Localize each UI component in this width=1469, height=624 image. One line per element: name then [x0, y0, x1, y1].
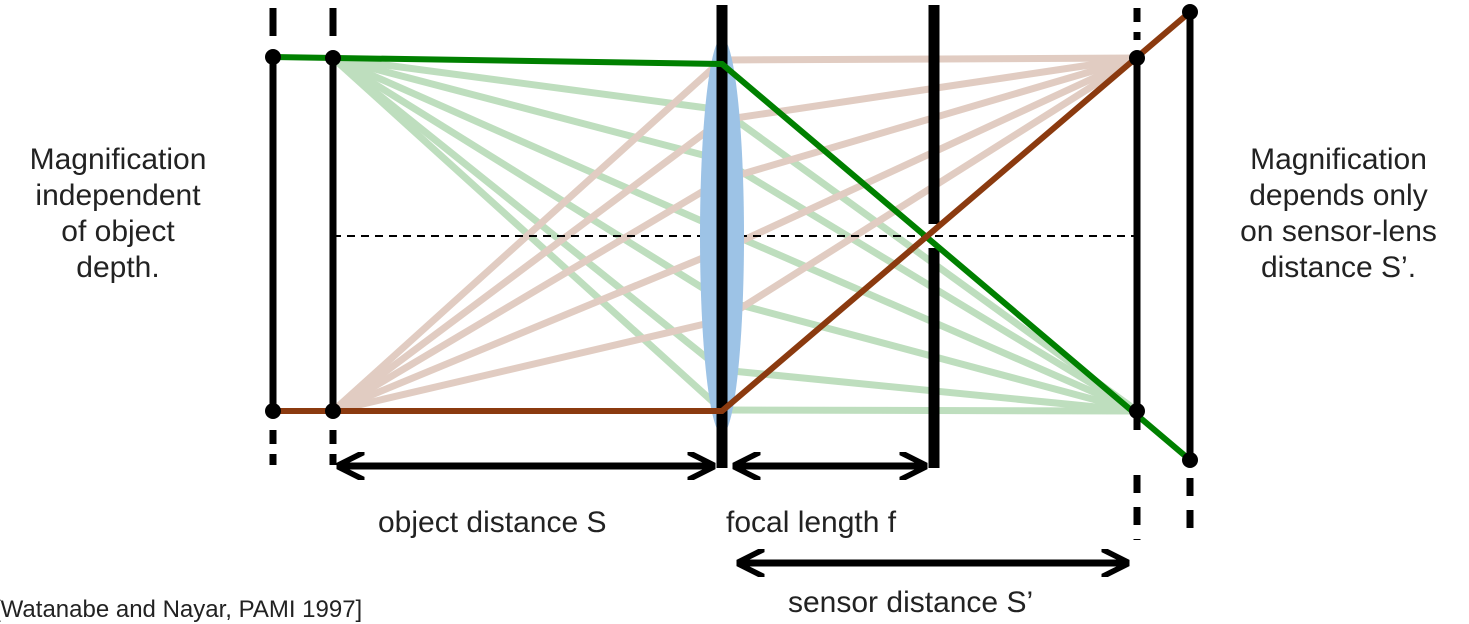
- sensor-plane-near: [1129, 8, 1145, 540]
- citation: [Watanabe and Nayar, PAMI 1997]: [0, 596, 363, 623]
- left-caption-line: of object: [61, 215, 175, 248]
- object-plane-near: [325, 8, 341, 465]
- left-caption: Magnification independent of object dept…: [0, 142, 236, 286]
- right-caption-line: on sensor-lens: [1240, 215, 1437, 248]
- right-caption-line: Magnification: [1250, 143, 1427, 176]
- right-caption: Magnification depends only on sensor-len…: [1208, 142, 1469, 286]
- right-caption-line: depends only: [1249, 179, 1428, 212]
- object-distance-label: object distance S: [378, 506, 607, 539]
- sensor-distance-label: sensor distance S’: [788, 586, 1034, 619]
- object-plane-far: [265, 8, 281, 465]
- focal-length-label: focal length f: [726, 506, 897, 539]
- sensor-plane-far: [1182, 4, 1198, 540]
- brown-chief-ray: [273, 9, 1192, 414]
- left-caption-line: Magnification: [29, 143, 207, 176]
- left-caption-line: independent: [35, 179, 201, 212]
- green-chief-ray: [272, 54, 1192, 463]
- left-caption-line: depth.: [76, 251, 160, 284]
- right-caption-line: distance S’.: [1260, 251, 1417, 284]
